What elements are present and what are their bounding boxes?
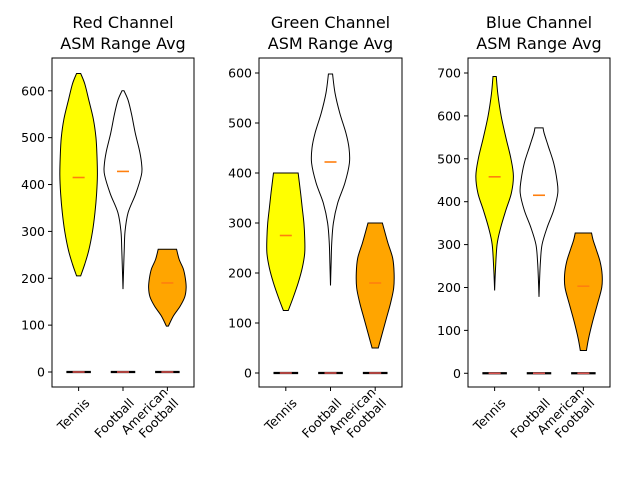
violin-body <box>563 232 603 352</box>
violin-body <box>148 248 187 327</box>
panel-title-line: Red Channel <box>72 13 173 32</box>
violin-body <box>59 72 98 277</box>
y-tick-label: 600 <box>437 108 461 123</box>
x-tick-label: Tennis <box>470 395 509 434</box>
x-tick-label-line: Tennis <box>261 395 300 434</box>
panel-title-line: Green Channel <box>271 13 390 32</box>
y-tick-label: 500 <box>21 130 45 145</box>
panel-title-line: ASM Range Avg <box>60 34 185 53</box>
y-tick-label: 300 <box>437 237 461 252</box>
panel-1: Red Channel ASM Range Avg 0 100 200 300 400 500… <box>21 13 195 448</box>
panel-2: Green Channel ASM Range Avg 0 100 200 300 400 5… <box>228 13 403 448</box>
x-tick-label: AmericanFootball <box>118 385 181 448</box>
y-tick-label: 0 <box>37 365 45 380</box>
y-tick-label: 200 <box>437 280 461 295</box>
y-tick-label: 100 <box>21 318 45 333</box>
panel-title: Green Channel ASM Range Avg <box>268 13 393 53</box>
y-tick-label: 200 <box>228 266 252 281</box>
panel-title-line: Blue Channel <box>486 13 592 32</box>
x-tick-label: Tennis <box>54 395 93 434</box>
panel-title: Red Channel ASM Range Avg <box>60 13 185 53</box>
y-tick-label: 0 <box>244 366 252 381</box>
y-tick-label: 100 <box>437 323 461 338</box>
y-tick-label: 600 <box>21 83 45 98</box>
violin-body <box>519 127 559 297</box>
y-tick-label: 500 <box>437 151 461 166</box>
violin-body <box>355 222 395 349</box>
y-tick-label: 500 <box>228 116 252 131</box>
panel-title-line: ASM Range Avg <box>476 34 601 53</box>
violin-body <box>475 75 514 291</box>
y-tick-label: 600 <box>228 66 252 81</box>
violin-body <box>266 172 306 311</box>
x-tick-label: AmericanFootball <box>534 385 597 448</box>
y-tick-label: 700 <box>437 66 461 81</box>
violin-body <box>103 90 143 290</box>
x-tick-label-line: Tennis <box>470 395 509 434</box>
y-tick-label: 400 <box>437 194 461 209</box>
y-tick-label: 200 <box>21 271 45 286</box>
x-tick-label: AmericanFootball <box>326 385 389 448</box>
panel-title-line: ASM Range Avg <box>268 34 393 53</box>
y-tick-label: 400 <box>21 177 45 192</box>
panel-3: Blue Channel ASM Range Avg 0 100 200 300 400 50… <box>437 13 611 448</box>
x-tick-label-line: Tennis <box>54 395 93 434</box>
x-tick-label: Tennis <box>261 395 300 434</box>
y-tick-label: 0 <box>453 366 461 381</box>
y-tick-label: 300 <box>228 216 252 231</box>
violin-body <box>310 73 351 286</box>
panel-title: Blue Channel ASM Range Avg <box>476 13 601 53</box>
y-tick-label: 100 <box>228 316 252 331</box>
y-tick-label: 300 <box>21 224 45 239</box>
y-tick-label: 400 <box>228 166 252 181</box>
